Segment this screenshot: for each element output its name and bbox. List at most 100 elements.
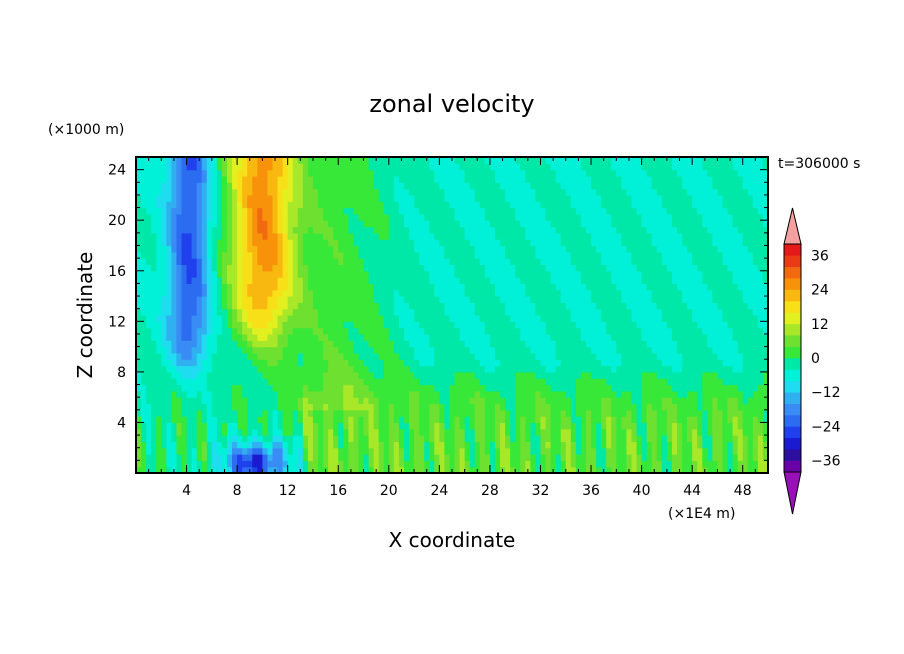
heatmap-cell <box>282 251 289 259</box>
heatmap-cell <box>616 460 622 468</box>
heatmap-cell <box>591 352 597 360</box>
heatmap-cell <box>520 163 526 171</box>
heatmap-cell <box>252 220 258 228</box>
heatmap-cell <box>227 201 233 209</box>
heatmap-cell <box>151 390 157 398</box>
heatmap-cell <box>494 270 501 278</box>
heatmap-cell <box>141 207 147 215</box>
heatmap-cell <box>449 308 456 316</box>
heatmap-cell <box>297 201 304 209</box>
heatmap-cell <box>474 416 481 424</box>
heatmap-cell <box>181 454 188 461</box>
heatmap-cell <box>616 315 622 322</box>
heatmap-cell <box>403 397 410 405</box>
heatmap-cell <box>232 365 238 373</box>
heatmap-cell <box>636 302 643 310</box>
heatmap-cell <box>469 220 476 228</box>
heatmap-cell <box>403 352 410 360</box>
heatmap-cell <box>338 403 344 411</box>
heatmap-cell <box>550 213 557 221</box>
heatmap-cell <box>201 346 208 354</box>
heatmap-cell <box>363 258 370 266</box>
heatmap-cell <box>479 289 486 297</box>
heatmap-cell <box>424 213 430 221</box>
heatmap-cell <box>596 441 602 449</box>
heatmap-cell <box>166 346 172 354</box>
heatmap-cell <box>439 315 446 322</box>
heatmap-cell <box>136 175 142 183</box>
heatmap-cell <box>277 435 284 442</box>
heatmap-cell <box>343 201 349 209</box>
heatmap-cell <box>424 296 430 303</box>
heatmap-cell <box>302 428 309 436</box>
heatmap-cell <box>166 315 172 322</box>
heatmap-cell <box>540 207 547 215</box>
heatmap-cell <box>545 283 552 291</box>
heatmap-cell <box>525 403 531 411</box>
heatmap-cell <box>616 435 622 442</box>
heatmap-cell <box>363 428 370 436</box>
heatmap-cell <box>161 397 167 405</box>
heatmap-cell <box>434 182 440 190</box>
heatmap-cell <box>282 194 289 202</box>
heatmap-cell <box>484 409 491 417</box>
heatmap-cell <box>318 258 324 266</box>
heatmap-cell <box>555 302 562 310</box>
heatmap-cell <box>297 352 304 360</box>
heatmap-cell <box>555 371 562 379</box>
heatmap-cell <box>545 454 552 461</box>
heatmap-cell <box>307 365 314 373</box>
heatmap-cell <box>171 251 178 259</box>
heatmap-cell <box>409 277 415 284</box>
heatmap-cell <box>444 409 451 417</box>
heatmap-cell <box>484 207 491 215</box>
heatmap-cell <box>242 258 248 266</box>
heatmap-cell <box>242 466 248 474</box>
heatmap-cell <box>545 352 552 360</box>
heatmap-cell <box>510 188 516 196</box>
heatmap-cell <box>388 327 395 335</box>
heatmap-cell <box>272 163 279 171</box>
heatmap-cell <box>363 296 370 303</box>
heatmap-cell <box>373 226 380 234</box>
heatmap-cell <box>484 403 491 411</box>
heatmap-cell <box>232 384 238 392</box>
heatmap-cell <box>591 321 597 329</box>
heatmap-cell <box>166 232 172 240</box>
heatmap-cell <box>525 194 531 202</box>
heatmap-cell <box>186 435 193 442</box>
heatmap-cell <box>469 251 476 259</box>
heatmap-cell <box>333 466 339 474</box>
heatmap-cell <box>525 175 531 183</box>
heatmap-cell <box>479 466 486 474</box>
heatmap-cell <box>636 416 643 424</box>
heatmap-cell <box>287 283 294 291</box>
heatmap-cell <box>312 428 319 436</box>
heatmap-cell <box>545 403 552 411</box>
heatmap-cell <box>333 289 339 297</box>
heatmap-cell <box>611 270 617 278</box>
heatmap-cell <box>196 321 203 329</box>
heatmap-cell <box>636 296 643 303</box>
heatmap-cell <box>252 359 258 367</box>
heatmap-cell <box>621 220 628 228</box>
heatmap-cell <box>616 283 622 291</box>
heatmap-cell <box>444 201 451 209</box>
heatmap-cell <box>484 188 491 196</box>
heatmap-cell <box>580 403 587 411</box>
heatmap-cell <box>136 289 142 297</box>
heatmap-cell <box>151 321 157 329</box>
heatmap-cell <box>216 226 223 234</box>
heatmap-cell <box>227 321 233 329</box>
heatmap-cell <box>211 346 218 354</box>
heatmap-cell <box>292 289 299 297</box>
heatmap-cell <box>363 371 370 379</box>
heatmap-cell <box>307 194 314 202</box>
heatmap-cell <box>262 422 269 430</box>
heatmap-cell <box>631 384 638 392</box>
heatmap-cell <box>318 447 324 455</box>
heatmap-cell <box>242 289 248 297</box>
heatmap-cell <box>565 340 572 348</box>
heatmap-cell <box>338 270 344 278</box>
heatmap-cell <box>419 428 425 436</box>
